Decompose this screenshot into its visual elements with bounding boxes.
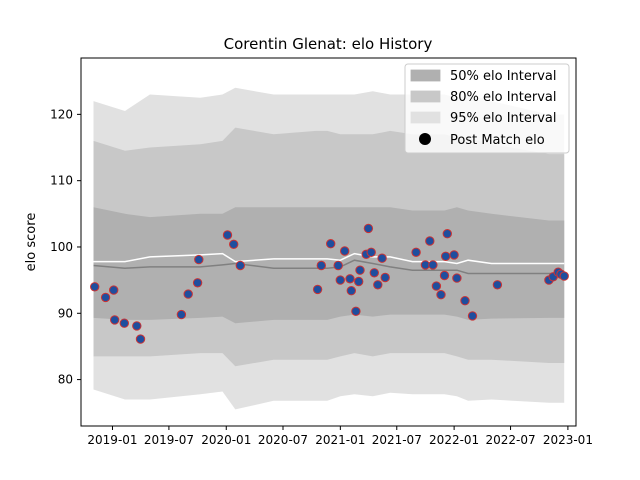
post-match-point <box>100 292 111 303</box>
post-match-point <box>335 275 345 285</box>
post-match-point <box>441 251 451 261</box>
post-match-point <box>351 306 361 316</box>
x-axis-ticks: 2019-01 2019-07 2020-01 2020-07 2021-01 2021-… <box>87 426 593 447</box>
post-match-point <box>183 289 193 299</box>
chart-title: Corentin Glenat: elo History <box>224 35 433 53</box>
post-match-point <box>492 280 503 290</box>
post-match-point <box>326 239 336 249</box>
post-match-point <box>460 296 470 306</box>
post-match-point <box>425 236 435 246</box>
post-match-point <box>380 272 390 283</box>
post-match-point <box>439 270 450 281</box>
y-tick-label: 100 <box>50 240 73 254</box>
post-match-point <box>119 318 130 328</box>
legend-label-95: 95% elo Interval <box>450 111 557 126</box>
post-match-points <box>90 223 569 344</box>
post-match-point <box>110 315 120 325</box>
plot-frame <box>80 57 577 427</box>
y-tick-label: 80 <box>58 373 73 387</box>
y-tick-label: 120 <box>50 107 73 121</box>
y-axis-ticks: 80 90 100 110 120 <box>50 107 81 387</box>
x-tick-label: 2020-01 <box>201 433 251 447</box>
y-tick-label: 110 <box>50 174 73 188</box>
post-match-point <box>431 281 442 291</box>
median-line <box>93 259 565 275</box>
post-match-point <box>192 278 203 288</box>
x-tick-label: 2019-07 <box>144 433 194 447</box>
post-match-point <box>363 223 374 234</box>
x-tick-label: 2022-07 <box>485 433 535 447</box>
post-match-point <box>559 271 569 281</box>
post-match-point <box>442 229 452 239</box>
post-match-point <box>340 246 350 256</box>
x-tick-label: 2020-07 <box>258 433 308 447</box>
legend-swatch-50 <box>410 69 441 82</box>
post-match-point <box>135 334 146 344</box>
post-match-point <box>452 273 462 283</box>
post-match-point <box>176 309 187 320</box>
x-tick-label: 2023-01 <box>543 433 593 447</box>
post-match-point <box>428 260 438 270</box>
post-match-point <box>222 230 233 240</box>
post-match-point <box>467 311 478 321</box>
trend-lines <box>93 252 565 275</box>
post-match-point <box>373 280 383 290</box>
post-match-point <box>449 250 459 260</box>
post-match-point <box>333 260 343 271</box>
mean-line <box>93 252 565 265</box>
x-tick-label: 2022-01 <box>429 433 479 447</box>
band-50-percent <box>93 207 565 324</box>
legend-label-post-match: Post Match elo <box>450 133 545 148</box>
post-match-point <box>366 247 376 258</box>
post-match-point <box>411 247 421 258</box>
post-match-point <box>377 253 387 263</box>
post-match-point <box>132 321 142 331</box>
legend-marker-post-match <box>419 133 431 145</box>
y-tick-label: 90 <box>58 306 73 320</box>
post-match-point <box>354 276 364 287</box>
post-match-point <box>316 260 326 271</box>
legend-label-50: 50% elo Interval <box>450 69 557 84</box>
legend-swatch-95 <box>410 111 441 124</box>
legend-label-80: 80% elo Interval <box>450 90 557 105</box>
y-axis-label: elo score <box>24 213 39 272</box>
post-match-point <box>312 284 323 295</box>
x-tick-label: 2021-07 <box>372 433 422 447</box>
post-match-point <box>355 265 365 275</box>
post-match-point <box>109 285 119 295</box>
legend: 50% elo Interval 80% elo Interval 95% el… <box>404 63 570 154</box>
post-match-point <box>90 282 100 292</box>
post-match-point <box>346 286 356 296</box>
x-tick-label: 2021-01 <box>315 433 365 447</box>
x-tick-label: 2019-01 <box>87 433 137 447</box>
post-match-point <box>235 260 246 271</box>
post-match-point <box>194 254 204 265</box>
post-match-point <box>436 290 446 300</box>
post-match-point <box>369 268 379 278</box>
post-match-point <box>345 274 355 284</box>
legend-swatch-80 <box>410 90 441 103</box>
post-match-point <box>229 239 239 250</box>
legend-frame <box>404 63 570 154</box>
